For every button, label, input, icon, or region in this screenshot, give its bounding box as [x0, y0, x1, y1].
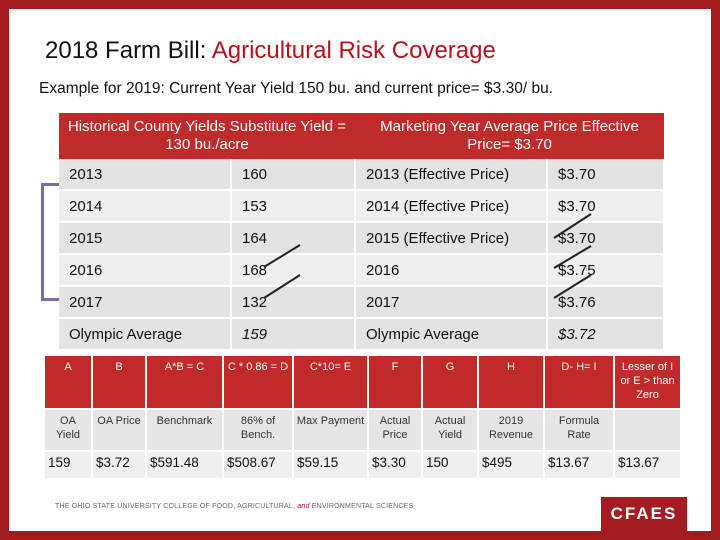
price-cell: $3.70: [547, 190, 666, 223]
calc-header: A*B = C: [145, 354, 224, 410]
olympic-price-cell: $3.72: [547, 318, 666, 351]
calc-value: $59.15: [292, 450, 369, 480]
table-row: 2017 132 2017 $3.76: [59, 286, 666, 319]
table-row: 2014 153 2014 (Effective Price) $3.70: [59, 190, 666, 223]
olympic-price-label-cell: Olympic Average: [355, 318, 548, 351]
slide-subtitle: Example for 2019: Current Year Yield 150…: [39, 80, 553, 97]
title-prefix: 2018 Farm Bill:: [45, 37, 212, 64]
calc-label-row: OA Yield OA Price Benchmark 86% of Bench…: [43, 408, 682, 452]
table-row: 2013 160 2013 (Effective Price) $3.70: [59, 159, 666, 191]
footer-env: ENVIRONMENTAL SCIENCES: [311, 503, 414, 510]
price-label-cell: 2016: [355, 254, 548, 287]
yields-header: Historical County Yields Substitute Yiel…: [59, 113, 355, 159]
calc-header: B: [91, 354, 147, 410]
calc-label: 2019 Revenue: [477, 408, 545, 452]
calc-header: C*10= E: [292, 354, 369, 410]
price-cell: $3.76: [547, 286, 666, 319]
yield-cell: 132: [231, 286, 356, 319]
calc-header: F: [367, 354, 423, 410]
year-cell: 2015: [59, 222, 232, 255]
slide-title: 2018 Farm Bill: Agricultural Risk Covera…: [45, 37, 496, 65]
calc-header: G: [421, 354, 479, 410]
calculation-table: A B A*B = C C * 0.86 = D C*10= E F G H D…: [43, 354, 682, 480]
price-label-cell: 2013 (Effective Price): [355, 159, 548, 191]
price-cell: $3.70: [547, 159, 666, 191]
calc-value: $3.30: [367, 450, 423, 480]
calc-value: $13.67: [613, 450, 682, 480]
calc-header: A: [43, 354, 93, 410]
footer-and: and: [297, 503, 310, 510]
price-label-cell: 2014 (Effective Price): [355, 190, 548, 223]
calc-header: H: [477, 354, 545, 410]
calc-label: [613, 408, 682, 452]
yield-cell: 153: [231, 190, 356, 223]
calc-value: $508.67: [222, 450, 294, 480]
calc-value-row: 159 $3.72 $591.48 $508.67 $59.15 $3.30 1…: [43, 450, 682, 480]
calc-value: $591.48: [145, 450, 224, 480]
olympic-yield-cell: 159: [231, 318, 356, 351]
calc-label: OA Price: [91, 408, 147, 452]
cfaes-logo: CFAES: [601, 497, 687, 531]
price-label-cell: 2015 (Effective Price): [355, 222, 548, 255]
price-label-cell: 2017: [355, 286, 548, 319]
olympic-label-cell: Olympic Average: [59, 318, 232, 351]
year-cell: 2013: [59, 159, 232, 191]
footer-college-name: THE OHIO STATE UNIVERSITY COLLEGE OF FOO…: [55, 503, 413, 510]
price-cell: $3.70: [547, 222, 666, 255]
prices-header: Marketing Year Average Price Effective P…: [355, 113, 665, 159]
calc-value: 150: [421, 450, 479, 480]
calc-value: $13.67: [543, 450, 615, 480]
table-row: 2016 168 2016 $3.75: [59, 254, 666, 287]
calc-value: $3.72: [91, 450, 147, 480]
calc-label: Benchmark: [145, 408, 224, 452]
calc-header: Lesser of I or E > than Zero: [613, 354, 682, 410]
yield-cell: 160: [231, 159, 356, 191]
price-cell: $3.75: [547, 254, 666, 287]
calc-label: Formula Rate: [543, 408, 615, 452]
footer-university: THE OHIO STATE UNIVERSITY COLLEGE OF FOO…: [55, 503, 296, 510]
year-cell: 2017: [59, 286, 232, 319]
yield-cell: 164: [231, 222, 356, 255]
year-cell: 2014: [59, 190, 232, 223]
calc-label: Actual Price: [367, 408, 423, 452]
history-table: Historical County Yields Substitute Yiel…: [59, 113, 666, 351]
bracket-marker: [41, 183, 59, 301]
calc-label: Max Payment: [292, 408, 369, 452]
calc-header: C * 0.86 = D: [222, 354, 294, 410]
calc-value: $495: [477, 450, 545, 480]
calc-header-row: A B A*B = C C * 0.86 = D C*10= E F G H D…: [43, 354, 682, 410]
calc-label: OA Yield: [43, 408, 93, 452]
year-cell: 2016: [59, 254, 232, 287]
calc-value: 159: [43, 450, 93, 480]
slide: 2018 Farm Bill: Agricultural Risk Covera…: [9, 9, 711, 531]
calc-label: Actual Yield: [421, 408, 479, 452]
title-accent: Agricultural Risk Coverage: [211, 37, 496, 64]
calc-header: D- H= I: [543, 354, 615, 410]
table-row: 2015 164 2015 (Effective Price) $3.70: [59, 222, 666, 255]
yield-cell: 168: [231, 254, 356, 287]
calc-label: 86% of Bench.: [222, 408, 294, 452]
olympic-average-row: Olympic Average 159 Olympic Average $3.7…: [59, 318, 666, 351]
